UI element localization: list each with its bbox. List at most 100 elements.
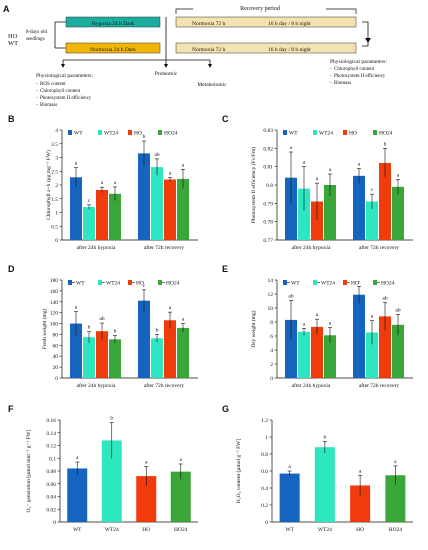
significance-letter: a	[182, 317, 185, 323]
y-axis-label: Chlorophyll a+b (µg mg⁻¹ FW)	[45, 150, 52, 220]
bullet-r1: -	[330, 67, 332, 72]
chart-panel-b: 0 0.5 1 1.5 2 2.5 3 3.5 4 Chlorophyll a+b (µg mg⁻…	[8, 114, 198, 251]
y-tick-label: 4	[270, 348, 273, 354]
bar	[170, 471, 191, 522]
bar	[164, 179, 176, 240]
group-wt-label: WT	[8, 40, 18, 47]
bar	[324, 335, 336, 378]
legend-label: WT24	[319, 131, 333, 137]
chart-panel-d: 0 20 40 60 80 100 120 140 160 180 Fresh weight (mg…	[8, 264, 198, 389]
legend-label: WT24	[106, 281, 120, 287]
bar	[379, 163, 391, 240]
x-category-label: HO24	[389, 527, 403, 533]
physio-left-title: Physiological parameters:	[36, 73, 93, 79]
y-tick-label: 0	[265, 520, 268, 526]
y-axis-label: Photosystem II efficiency (Fv/Fm)	[250, 147, 257, 223]
y-tick-label: 2.5	[51, 169, 58, 175]
bar	[285, 319, 297, 378]
proteomic-label: Proteomic	[155, 71, 178, 77]
hypoxia-box-text: Hypoxia 24 h Dark	[92, 21, 135, 27]
panel-a-label: A	[3, 4, 10, 14]
y-tick-label: 1.5	[51, 197, 58, 203]
legend-label: HO24	[164, 131, 178, 137]
significance-letter: a	[145, 460, 148, 466]
bar	[151, 338, 163, 378]
legend-swatch	[68, 280, 72, 285]
y-tick-label: 6	[270, 334, 273, 340]
significance-letter: a	[169, 305, 172, 311]
significance-letter: a	[397, 173, 400, 179]
bar	[164, 320, 176, 378]
legend-label: WT	[76, 281, 85, 287]
legend-label: HO24	[381, 281, 395, 287]
bar	[96, 189, 108, 240]
legend-swatch	[343, 130, 347, 135]
legend-swatch	[98, 130, 102, 135]
normoxia-24-box	[65, 42, 161, 54]
y-tick-label: 4	[55, 128, 58, 134]
bar	[298, 188, 310, 240]
y-tick-label: 0.08	[46, 469, 56, 475]
y-tick-label: 0.83	[263, 128, 273, 134]
y-tick-label: 3	[55, 156, 58, 162]
x-category-label: after 72h recovery	[144, 382, 185, 389]
significance-letter: a	[101, 180, 104, 186]
x-category-label: WT24	[105, 527, 119, 533]
normoxia-72-label-bottom: Normoxia 72 h	[192, 47, 226, 53]
y-tick-label: 160	[50, 289, 59, 295]
y-tick-label: 0	[53, 520, 56, 526]
legend-label: HO	[351, 281, 359, 287]
legend-swatch	[343, 280, 347, 285]
y-axis-label: H₂O₂ content [µmol g⁻¹ FW]	[236, 439, 242, 504]
panel-label: C	[222, 114, 229, 124]
legend-swatch	[128, 130, 132, 135]
bullet-1: -	[36, 82, 38, 87]
y-tick-label: 0	[55, 238, 58, 244]
y-tick-label: 0.81	[263, 165, 273, 171]
x-category-label: WT	[73, 527, 82, 533]
bar	[392, 186, 404, 240]
bar	[324, 185, 336, 240]
y-tick-label: 1.2	[261, 418, 268, 424]
legend-swatch	[128, 280, 132, 285]
photoperiod-label-top: 16 h day / 8 h night	[268, 21, 311, 27]
legend-label: WT	[74, 131, 83, 137]
bar	[136, 476, 157, 522]
x-category-label: after 72h recovery	[144, 244, 185, 251]
x-category-label: after 72h recovery	[359, 382, 400, 389]
legend-label: HO	[134, 131, 142, 137]
x-category-label: after 24h hypoxia	[292, 244, 331, 251]
bar	[177, 178, 189, 240]
bar	[314, 447, 335, 522]
significance-letter: ab	[99, 316, 104, 322]
legend-label: HO	[349, 131, 357, 137]
x-category-label: after 24h hypoxia	[77, 382, 116, 389]
y-tick-label: 100	[50, 322, 59, 328]
bar	[298, 331, 310, 378]
bar	[350, 485, 371, 522]
x-category-label: after 24h hypoxia	[292, 382, 331, 389]
y-tick-label: 14	[268, 278, 274, 284]
significance-letter: b	[384, 141, 387, 147]
legend-swatch	[283, 280, 287, 285]
legend-swatch	[373, 130, 377, 135]
significance-letter: a	[75, 305, 78, 311]
x-category-label: WT	[285, 527, 294, 533]
bar	[109, 339, 121, 378]
normoxia-24-box-text: Normoxia 24 h Dark	[90, 47, 136, 53]
panel-label: B	[8, 114, 15, 124]
physio-left-item-2: Chlorophyll content	[40, 89, 81, 94]
y-tick-label: 2	[55, 183, 58, 189]
bar	[109, 193, 121, 240]
x-category-label: HO	[142, 527, 150, 533]
panel-label: F	[8, 404, 14, 414]
bar	[70, 323, 82, 378]
y-tick-label: 0	[55, 376, 58, 382]
legend-label: WT24	[321, 281, 335, 287]
y-tick-label: 180	[50, 278, 59, 284]
legend-label: HO24	[379, 131, 393, 137]
legend-label: WT	[291, 281, 300, 287]
significance-letter: b	[143, 134, 146, 140]
panel-label: E	[222, 264, 228, 274]
y-tick-label: 0.2	[261, 503, 268, 509]
